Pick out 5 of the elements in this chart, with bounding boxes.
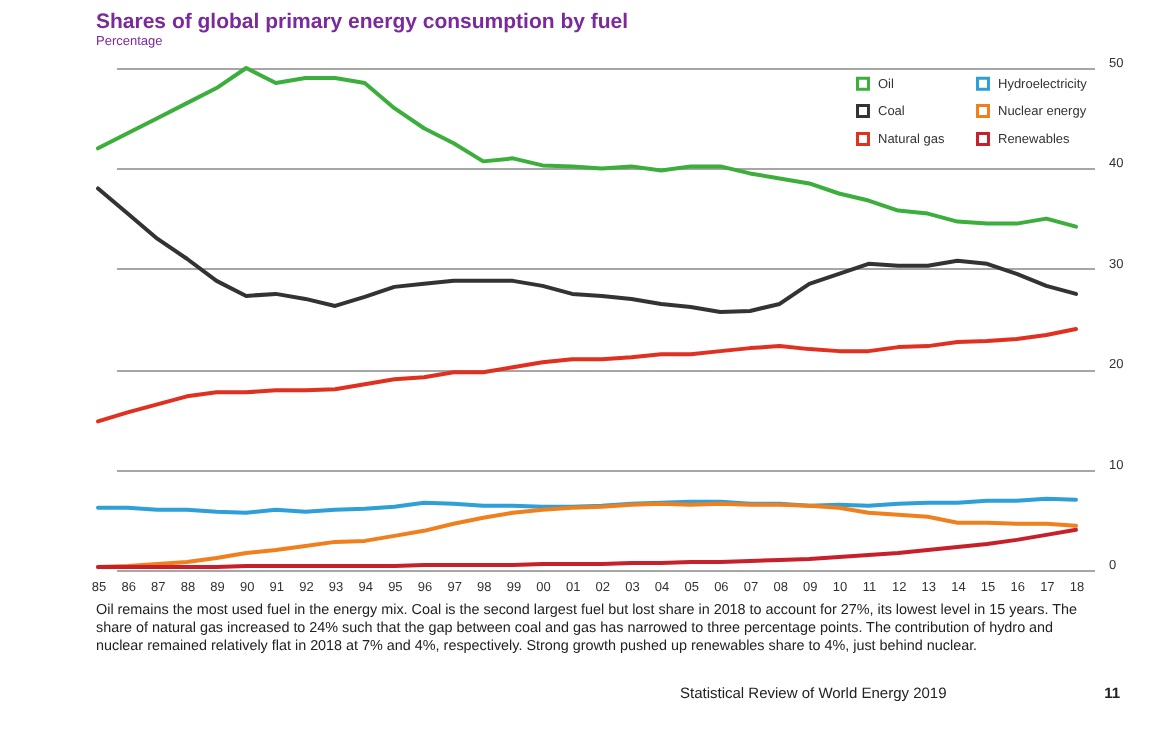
chart-title: Shares of global primary energy consumption by fuel [96,10,629,34]
line-series [96,186,1078,314]
line-series [96,527,1078,569]
line-series [96,496,1078,515]
line-series [96,327,1078,424]
